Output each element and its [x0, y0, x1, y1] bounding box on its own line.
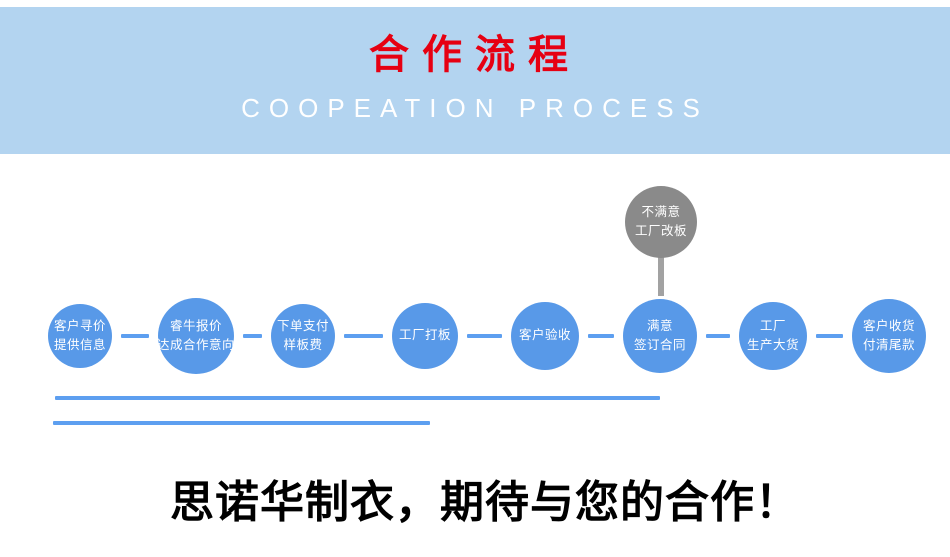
- flow-node: 工厂 生产大货: [739, 302, 807, 370]
- flow-node: 客户寻价 提供信息: [48, 304, 112, 368]
- flow-node: 睿牛报价达成合作意向: [157, 298, 236, 374]
- flow-node-label: 达成合作意向: [157, 338, 236, 352]
- flow-node-label: 工厂打板: [398, 328, 451, 343]
- flow-connector-line: [816, 334, 843, 338]
- flow-connector-line: [467, 334, 502, 338]
- flow-connector-line: [243, 334, 262, 338]
- flow-node-label: 睿牛报价: [169, 318, 222, 333]
- flow-node-label: 工厂改板: [634, 224, 687, 238]
- flow-node-label: 客户收货: [862, 318, 915, 333]
- flow-connector-line: [344, 334, 383, 338]
- flow-alt-node: 不满意 工厂改板: [625, 186, 697, 258]
- flow-node-label: 签订合同: [633, 338, 686, 352]
- flow-node-label: 满意: [646, 318, 673, 333]
- page-title: 合作流程: [369, 33, 581, 77]
- flow-node-label: 下单支付: [276, 318, 329, 333]
- header: 合作流程 COOPEATION PROCESS: [0, 7, 950, 154]
- flow-node-label: 样板费: [283, 338, 323, 352]
- flow-node: 满意 签订合同: [623, 299, 697, 373]
- flow-node-label: 生产大货: [746, 338, 799, 352]
- flow-node: 下单支付 样板费: [271, 304, 335, 368]
- flow-node-label: 客户寻价: [53, 318, 106, 333]
- decorative-underline: [53, 421, 430, 425]
- flow-node-label: 付清尾款: [862, 338, 915, 352]
- flow-connector-line: [706, 334, 730, 338]
- slogan-text: 思诺华制衣，期待与您的合作！: [170, 478, 800, 527]
- page-subtitle: COOPEATION PROCESS: [241, 93, 709, 123]
- flow-connector-line: [121, 334, 149, 338]
- flow-node-label: 不满意: [641, 204, 681, 219]
- flow-node: 客户收货 付清尾款: [852, 299, 926, 373]
- flow-node-label: 提供信息: [53, 338, 106, 352]
- flow-node-label: 客户验收: [518, 328, 571, 343]
- flow-node: 客户验收: [511, 302, 579, 370]
- flow-node: 工厂打板: [392, 303, 458, 369]
- flow-node-label: 工厂: [759, 318, 786, 333]
- flow-connector-line: [588, 334, 614, 338]
- decorative-underline: [55, 396, 660, 400]
- flow-alt-connector-line: [658, 256, 664, 296]
